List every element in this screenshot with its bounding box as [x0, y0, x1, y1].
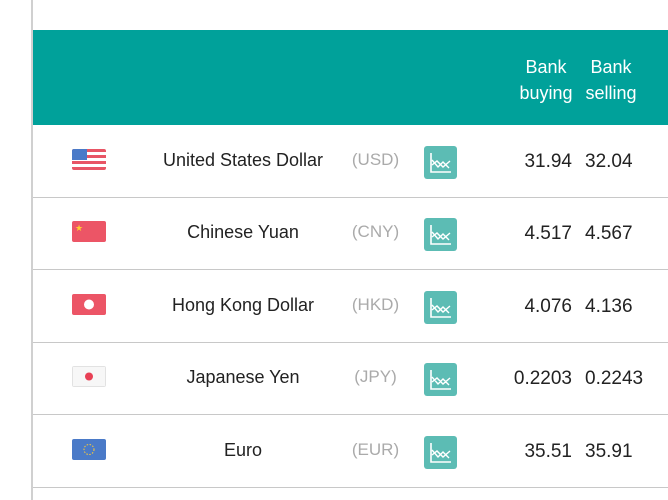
currency-row: Japanese Yen (JPY) 0.2203 0.2243 — [33, 342, 668, 416]
currency-name: Euro — [223, 439, 263, 460]
jp-flag-icon — [72, 366, 106, 388]
currency-code: (CNY) — [351, 222, 400, 242]
bank-buying-rate: 4.517 — [524, 223, 572, 245]
bank-buying-rate: 35.51 — [524, 440, 572, 462]
bank-selling-rate: 4.567 — [585, 223, 633, 245]
svg-text:★: ★ — [75, 223, 83, 233]
chart-icon[interactable] — [424, 146, 457, 179]
currency-name: United States Dollar — [162, 150, 324, 170]
currency-code: (JPY) — [354, 367, 397, 387]
currency-code: (HKD) — [351, 294, 400, 314]
header-selling-line1: Bank — [590, 57, 632, 77]
currency-name: Chinese Yuan — [187, 222, 299, 243]
us-flag-icon — [72, 149, 106, 170]
table-header: Bank buying Bank selling — [33, 30, 668, 125]
header-bank-buying: Bank buying — [516, 54, 576, 106]
left-border — [31, 0, 33, 500]
bank-buying-rate: 0.2203 — [513, 368, 572, 390]
currency-row: Hong Kong Dollar (HKD) 4.076 4.136 — [33, 270, 668, 343]
currency-name: Hong Kong Dollar — [171, 294, 315, 315]
bank-selling-rate: 4.136 — [585, 295, 633, 317]
currency-code: (EUR) — [351, 439, 400, 459]
currency-row: United States Dollar (USD) 31.94 32.04 — [33, 125, 668, 198]
chart-icon[interactable] — [424, 363, 457, 397]
eu-flag-icon — [72, 438, 106, 460]
hk-flag-icon — [72, 293, 106, 315]
header-selling-line2: selling — [585, 83, 637, 103]
header-bank-selling: Bank selling — [581, 54, 641, 106]
bank-selling-rate: 32.04 — [585, 151, 633, 172]
chart-icon[interactable] — [424, 218, 457, 252]
bank-selling-rate: 0.2243 — [585, 368, 644, 390]
currency-code: (USD) — [351, 150, 400, 169]
header-buying-line1: Bank — [525, 57, 567, 77]
currency-row: ★ Chinese Yuan (CNY) 4.517 4.567 — [33, 197, 668, 271]
header-buying-line2: buying — [519, 83, 573, 103]
currency-row: Euro (EUR) 35.51 35.91 — [33, 415, 668, 488]
bank-selling-rate: 35.91 — [585, 440, 633, 462]
bank-buying-rate: 31.94 — [524, 151, 572, 172]
chart-icon[interactable] — [424, 290, 457, 324]
bank-buying-rate: 4.076 — [524, 295, 572, 317]
chart-icon[interactable] — [424, 435, 457, 469]
currency-name: Japanese Yen — [186, 367, 300, 388]
cn-flag-icon: ★ — [72, 221, 106, 243]
